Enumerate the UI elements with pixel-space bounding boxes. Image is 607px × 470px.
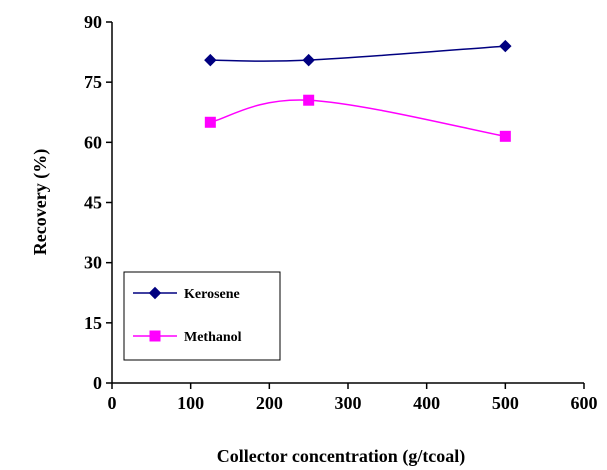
x-tick-label: 0 <box>108 393 117 413</box>
y-tick-label: 75 <box>84 72 102 92</box>
x-tick-label: 400 <box>413 393 440 413</box>
legend: Kerosene Methanol <box>123 271 281 361</box>
data-point-kerosene <box>499 39 512 53</box>
y-tick-label: 45 <box>84 193 102 213</box>
axes: 0 15 30 45 60 75 90 0 100 200 300 400 500 600 <box>84 12 598 413</box>
series-layer <box>204 39 512 142</box>
y-axis-title: Recovery (%) <box>30 149 51 255</box>
y-tick-label: 0 <box>93 373 102 393</box>
data-point-methanol <box>499 130 511 142</box>
x-axis-title: Collector concentration (g/tcoal) <box>217 446 466 467</box>
data-point-methanol <box>303 94 315 106</box>
x-tick-label: 100 <box>177 393 204 413</box>
legend-label-kerosene: Kerosene <box>184 287 240 302</box>
legend-label-methanol: Methanol <box>184 330 242 345</box>
y-tick-label: 90 <box>84 12 102 32</box>
y-tick-label: 15 <box>84 313 102 333</box>
data-point-methanol <box>204 116 216 128</box>
y-tick-label: 30 <box>84 253 102 273</box>
legend-box <box>123 271 281 361</box>
x-tick-label: 200 <box>256 393 283 413</box>
data-point-kerosene <box>302 53 315 67</box>
series-line-methanol <box>210 99 506 138</box>
x-tick-label: 600 <box>571 393 598 413</box>
data-point-kerosene <box>204 53 217 67</box>
x-tick-label: 300 <box>335 393 362 413</box>
series-line-kerosene <box>210 45 506 62</box>
legend-marker-methanol <box>149 330 161 342</box>
y-tick-label: 60 <box>84 132 102 152</box>
x-tick-label: 500 <box>492 393 519 413</box>
legend-marker-kerosene <box>148 286 162 300</box>
